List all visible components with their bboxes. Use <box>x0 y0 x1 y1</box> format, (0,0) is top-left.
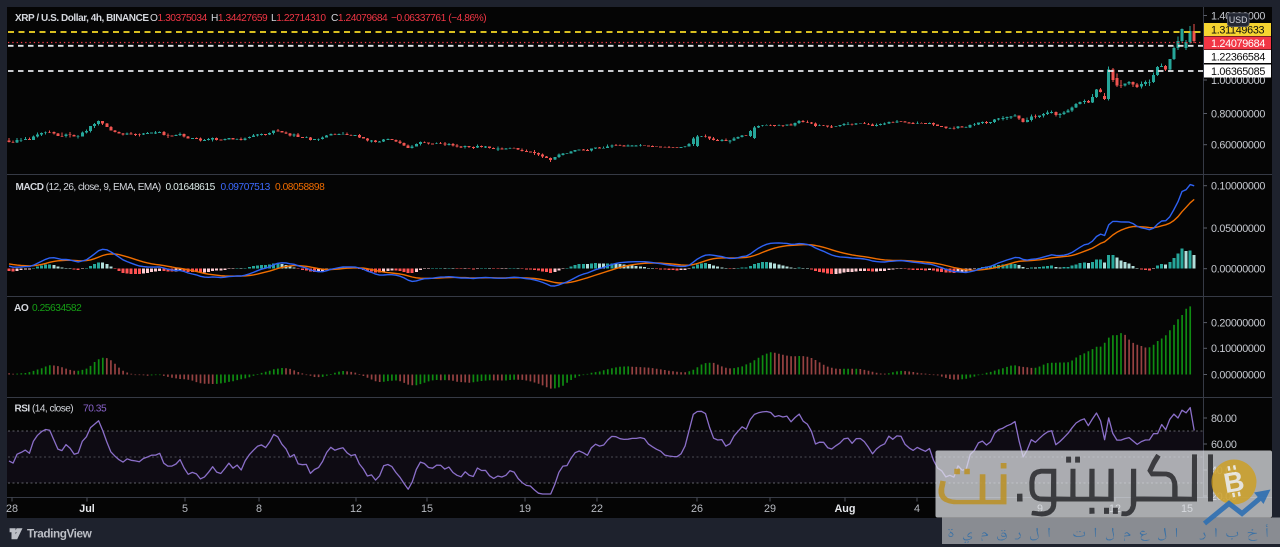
svg-text:Aug: Aug <box>835 503 856 515</box>
svg-text:0.20000000: 0.20000000 <box>1211 317 1265 329</box>
svg-text:70.35: 70.35 <box>83 404 107 415</box>
svg-text:1.22366584: 1.22366584 <box>1211 51 1265 63</box>
svg-text:0.80000000: 0.80000000 <box>1211 108 1265 120</box>
svg-text:MACD (12, 26, close, 9, EMA, E: MACD (12, 26, close, 9, EMA, EMA) <box>16 182 161 193</box>
svg-text:0.08058898: 0.08058898 <box>275 182 325 193</box>
svg-text:0.00000000: 0.00000000 <box>1211 369 1265 381</box>
svg-text:4: 4 <box>914 503 920 515</box>
svg-text:Jul: Jul <box>79 503 95 515</box>
svg-text:C1.24079684: C1.24079684 <box>331 13 388 24</box>
svg-text:80.00: 80.00 <box>1211 413 1237 425</box>
svg-text:H1.34427659: H1.34427659 <box>211 13 268 24</box>
svg-text:AO: AO <box>14 303 29 314</box>
svg-text:12: 12 <box>350 503 362 515</box>
svg-text:29: 29 <box>764 503 776 515</box>
svg-text:0.09707513: 0.09707513 <box>221 182 271 193</box>
svg-text:0.05000000: 0.05000000 <box>1211 223 1265 235</box>
svg-text:0.00000000: 0.00000000 <box>1211 264 1265 276</box>
svg-text:1.06365085: 1.06365085 <box>1211 66 1265 78</box>
svg-text:0.25634582: 0.25634582 <box>32 303 82 314</box>
svg-text:−0.06337761 (−4.86%): −0.06337761 (−4.86%) <box>391 13 486 24</box>
svg-text:1.31149633: 1.31149633 <box>1211 24 1265 36</box>
svg-text:15: 15 <box>421 503 433 515</box>
svg-text:19: 19 <box>519 503 531 515</box>
svg-text:0.60000000: 0.60000000 <box>1211 140 1265 152</box>
svg-text:O1.30375034: O1.30375034 <box>150 13 208 24</box>
svg-text:26: 26 <box>691 503 703 515</box>
svg-text:0.10000000: 0.10000000 <box>1211 181 1265 193</box>
svg-text:1.24079684: 1.24079684 <box>1211 38 1265 50</box>
svg-text:RSI (14, close): RSI (14, close) <box>15 404 74 415</box>
svg-text:TradingView: TradingView <box>27 527 93 541</box>
svg-text:1.00000000: 1.00000000 <box>1211 75 1265 87</box>
svg-text:L1.22714310: L1.22714310 <box>271 13 326 24</box>
svg-text:8: 8 <box>256 503 262 515</box>
svg-text:0.01648615: 0.01648615 <box>166 182 216 193</box>
svg-text:0.10000000: 0.10000000 <box>1211 343 1265 355</box>
svg-text:XRP / U.S. Dollar, 4h, BINANCE: XRP / U.S. Dollar, 4h, BINANCE <box>15 13 149 24</box>
svg-text:28: 28 <box>6 503 18 515</box>
svg-text:22: 22 <box>591 503 603 515</box>
svg-text:USD: USD <box>1229 15 1248 25</box>
svg-text:5: 5 <box>182 503 188 515</box>
svg-text:60.00: 60.00 <box>1211 439 1237 451</box>
